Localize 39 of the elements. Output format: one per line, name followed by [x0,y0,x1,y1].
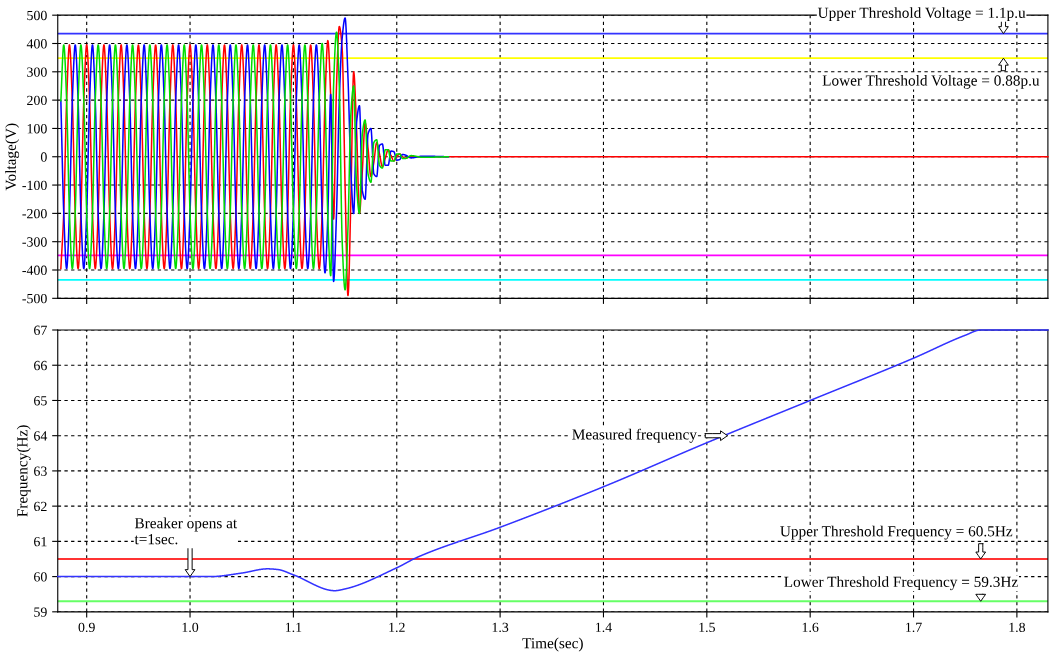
y-tick-label: -100 [22,180,47,191]
annotation: Measured frequency [572,428,697,443]
x-tick-label: 1.0 [182,622,199,633]
y-tick-label: 66 [34,360,47,371]
y-tick-label: -200 [22,208,47,219]
x-tick-label: 0.9 [78,622,95,633]
annotation: Breaker opens at t=1sec. [134,517,238,545]
y-tick-label: 500 [27,10,47,21]
x-tick-label: 1.6 [802,622,819,633]
x-tick-label: 1.1 [285,622,302,633]
x-tick-label: 1.7 [906,622,922,633]
x-tick-label: 1.2 [389,622,405,633]
annotation: Lower Threshold Voltage = 0.88p.u [822,74,1040,89]
y-tick-label: 67 [34,325,47,335]
x-tick-label: 1.8 [1009,622,1026,633]
y-tick-label: 62 [34,501,47,512]
y-tick-label: -300 [22,237,47,247]
y-tick-label: 300 [27,67,47,77]
y-tick-label: 64 [34,431,48,441]
y-tick-label: 100 [27,124,47,134]
y-tick-label: 61 [34,536,47,547]
annotation: Upper Threshold Frequency = 60.5Hz [780,525,1013,540]
y-tick-label: 59 [34,607,47,617]
x-axis-title: Time(sec) [522,637,583,652]
y-tick-label: 0 [40,152,47,162]
y-axis-title: Frequency(Hz) [16,425,31,517]
y-tick-label: 400 [26,39,47,49]
y-axis-title: Voltage(V) [5,123,20,191]
annotation: Lower Threshold Frequency = 59.3Hz [784,576,1018,591]
annotation: Upper Threshold Voltage = 1.1p.u [817,7,1026,22]
x-tick-label: 1.3 [492,622,509,633]
y-tick-label: 63 [34,466,47,476]
y-tick-label: 65 [34,396,47,406]
y-tick-label: 60 [34,572,47,582]
y-tick-label: -400 [22,265,47,275]
y-tick-label: -500 [22,293,47,304]
x-tick-label: 1.5 [699,622,715,633]
x-tick-label: 1.4 [596,622,612,633]
y-tick-label: 200 [27,95,47,106]
